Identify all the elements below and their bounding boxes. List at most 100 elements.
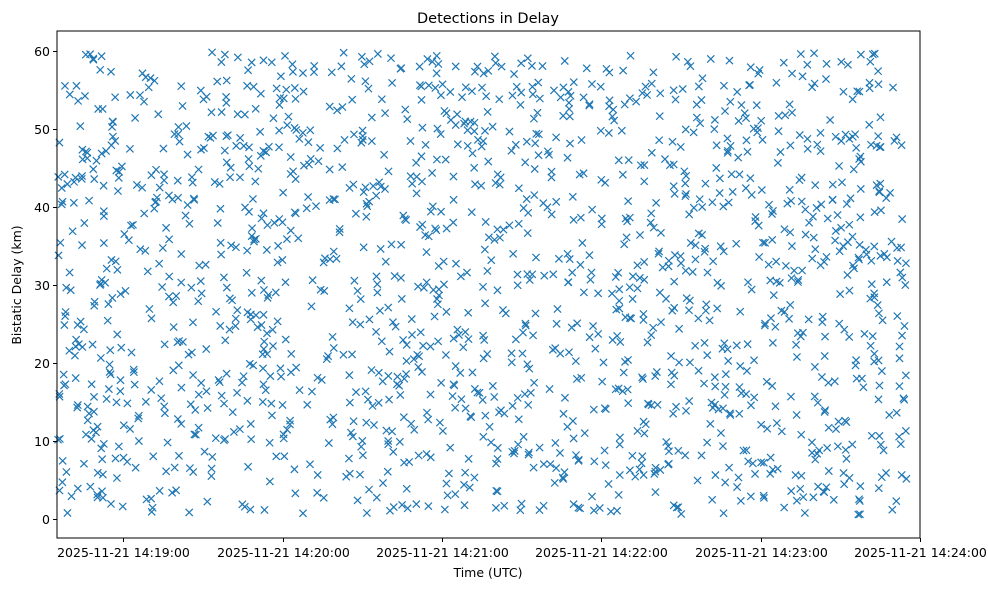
detection-point bbox=[861, 245, 870, 254]
detection-point bbox=[457, 395, 466, 404]
detection-point bbox=[698, 230, 707, 239]
detection-point bbox=[487, 438, 496, 447]
detection-point bbox=[129, 368, 138, 377]
detection-point bbox=[132, 180, 141, 189]
detection-point bbox=[840, 480, 849, 489]
detection-point bbox=[481, 411, 490, 420]
detection-point bbox=[835, 247, 844, 256]
detection-point bbox=[616, 337, 625, 346]
detection-point bbox=[773, 464, 782, 473]
detection-point bbox=[174, 130, 183, 139]
detection-point bbox=[129, 365, 138, 374]
detection-point bbox=[508, 91, 517, 100]
detection-point bbox=[547, 167, 556, 176]
detection-point bbox=[432, 69, 441, 78]
detection-point bbox=[901, 281, 910, 290]
detection-point bbox=[220, 50, 229, 59]
detection-point bbox=[786, 141, 795, 150]
detection-point bbox=[743, 278, 753, 287]
detection-point bbox=[260, 505, 269, 514]
detection-point bbox=[552, 133, 561, 142]
detection-point bbox=[282, 235, 291, 244]
detection-point bbox=[298, 509, 308, 518]
detection-point bbox=[664, 262, 673, 271]
detection-point bbox=[263, 293, 272, 302]
detection-point bbox=[845, 332, 854, 341]
detection-point bbox=[777, 306, 786, 315]
detection-point bbox=[71, 374, 80, 383]
detection-point bbox=[72, 335, 81, 344]
detection-point bbox=[54, 251, 63, 260]
detection-point bbox=[303, 400, 312, 409]
detection-point bbox=[415, 62, 424, 71]
detection-point bbox=[74, 96, 83, 105]
detection-point bbox=[553, 304, 562, 314]
detection-point bbox=[571, 451, 581, 460]
detection-point bbox=[426, 453, 435, 462]
detection-point bbox=[131, 113, 140, 122]
detection-point bbox=[526, 388, 535, 397]
detection-point bbox=[446, 443, 455, 452]
detection-point bbox=[402, 484, 411, 493]
detection-point bbox=[897, 470, 906, 480]
detection-point bbox=[325, 102, 334, 111]
detection-point bbox=[464, 308, 473, 317]
detection-point bbox=[768, 465, 777, 474]
detection-point bbox=[407, 315, 416, 324]
detection-point bbox=[401, 105, 410, 114]
detection-point bbox=[106, 370, 115, 379]
detection-point bbox=[428, 57, 437, 66]
detection-point bbox=[147, 385, 156, 394]
detection-point bbox=[191, 405, 200, 415]
detection-point bbox=[524, 450, 533, 459]
detection-point bbox=[471, 180, 480, 189]
detection-point bbox=[746, 174, 755, 183]
detection-point bbox=[666, 380, 676, 389]
detection-point bbox=[238, 500, 247, 509]
detection-point bbox=[467, 87, 477, 96]
detection-point bbox=[850, 264, 859, 273]
detection-point bbox=[188, 318, 197, 327]
detection-point bbox=[439, 257, 448, 266]
detection-point bbox=[219, 436, 228, 445]
detection-point bbox=[635, 465, 644, 474]
detection-point bbox=[492, 459, 501, 468]
detection-point bbox=[882, 278, 891, 287]
detection-point bbox=[803, 60, 812, 69]
detection-point bbox=[399, 335, 408, 344]
detection-point bbox=[384, 440, 393, 449]
detection-point bbox=[565, 112, 574, 121]
detection-point bbox=[416, 328, 425, 337]
detection-point bbox=[460, 501, 469, 510]
detection-point bbox=[876, 206, 885, 215]
detection-point bbox=[691, 255, 700, 264]
detection-point bbox=[278, 400, 287, 410]
detection-point bbox=[380, 150, 389, 159]
detection-point bbox=[525, 364, 534, 373]
detection-point bbox=[451, 362, 460, 371]
detection-point bbox=[211, 434, 220, 443]
detection-point bbox=[319, 493, 328, 502]
detection-point bbox=[845, 220, 854, 229]
detection-point bbox=[772, 78, 781, 87]
detection-point bbox=[594, 289, 603, 298]
detection-point bbox=[174, 361, 183, 370]
detection-point bbox=[259, 380, 268, 389]
detection-point bbox=[424, 502, 433, 511]
detection-point bbox=[461, 83, 470, 92]
detection-point bbox=[655, 112, 664, 121]
detection-point bbox=[766, 469, 775, 478]
detection-point bbox=[80, 219, 89, 228]
detection-point bbox=[246, 310, 255, 319]
detection-point bbox=[356, 295, 365, 304]
detection-point bbox=[874, 484, 883, 493]
detection-point bbox=[98, 455, 107, 464]
detection-point bbox=[560, 393, 569, 402]
detection-point bbox=[606, 507, 615, 516]
detection-point bbox=[565, 255, 574, 264]
detection-point bbox=[165, 235, 174, 244]
detection-point bbox=[751, 213, 760, 222]
y-tick-label: 50 bbox=[34, 122, 50, 137]
detection-point bbox=[227, 241, 236, 250]
detection-point bbox=[56, 238, 65, 247]
